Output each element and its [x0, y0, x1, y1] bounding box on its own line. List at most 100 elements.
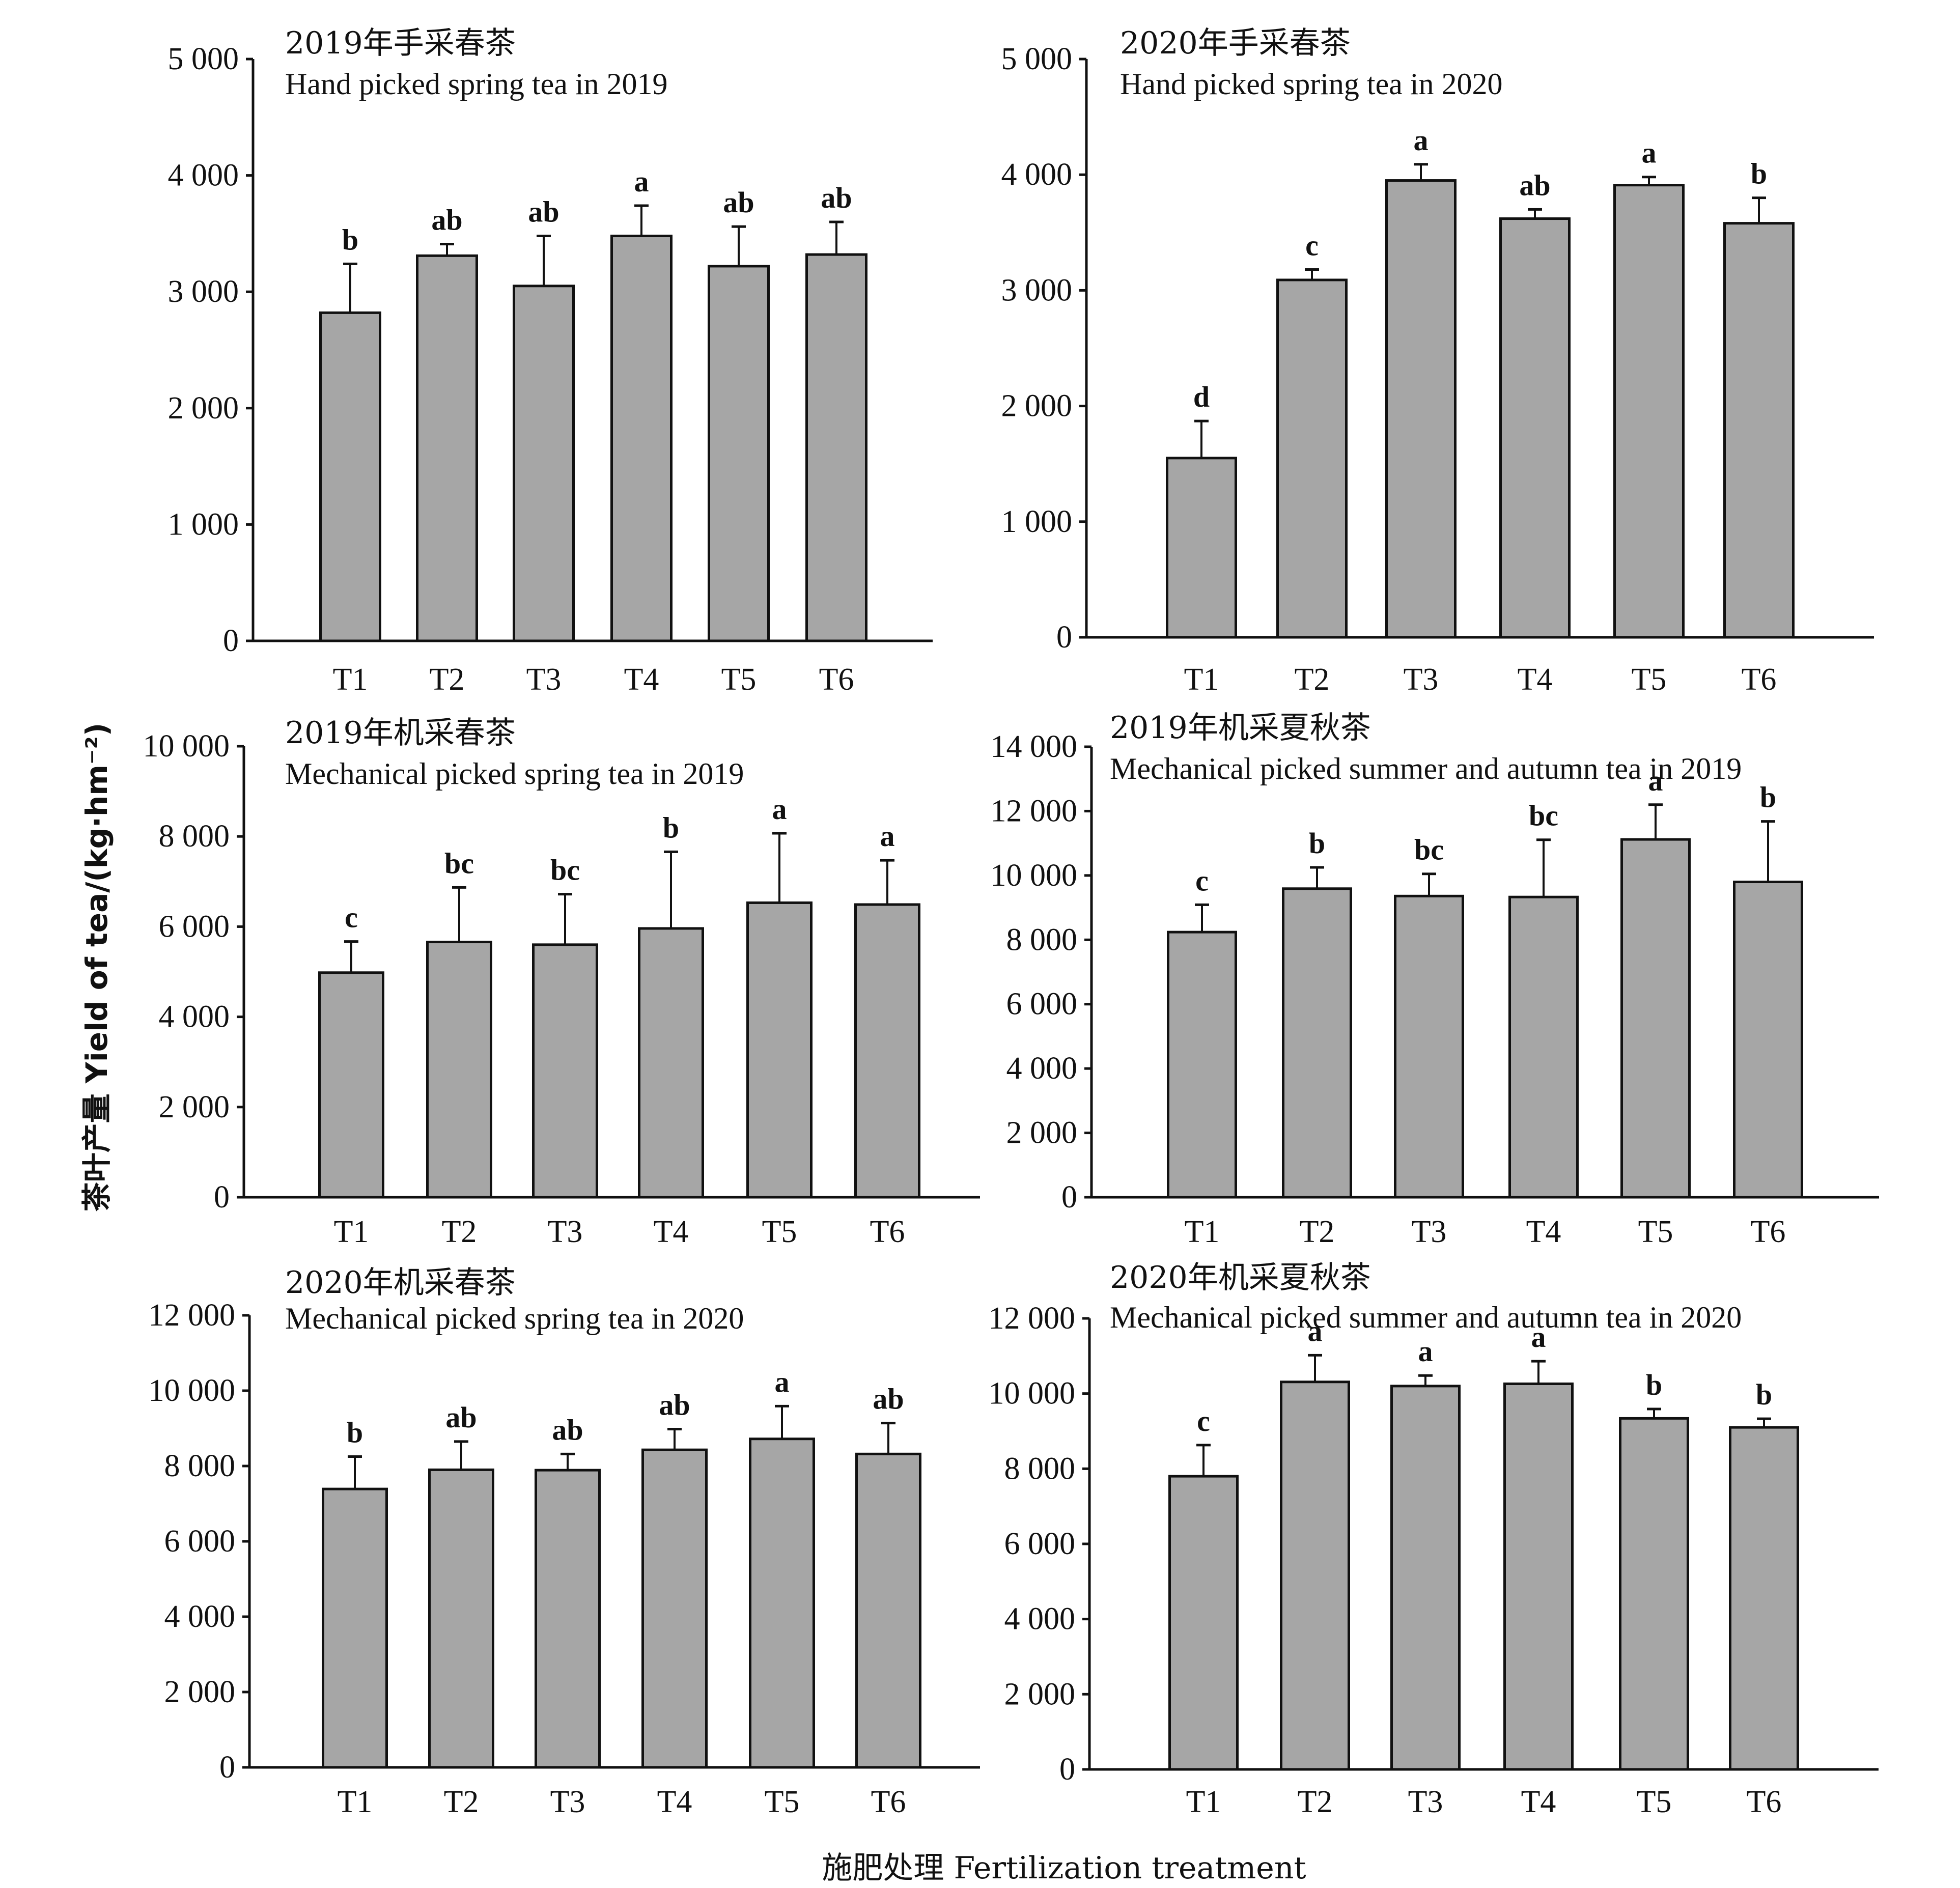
panel-title: Mechanical picked spring tea in 2020: [285, 1302, 744, 1335]
y-tick-label: 0: [214, 1180, 230, 1215]
x-tick-label: T5: [765, 1785, 800, 1819]
significance-label: a: [1642, 136, 1657, 170]
chart-panel-3: 2019年机采春茶 Mechanical picked spring tea in…: [143, 715, 980, 1249]
significance-label: d: [1193, 380, 1210, 413]
x-tick-label: T2: [1295, 662, 1330, 697]
significance-label: ab: [528, 195, 559, 228]
x-tick-label: T4: [657, 1785, 692, 1819]
y-tick-label: 1 000: [168, 507, 239, 542]
bar-T3: [1390, 1385, 1461, 1771]
x-tick-label: T3: [548, 1215, 583, 1249]
x-tick-label: T5: [762, 1215, 797, 1249]
y-tick-label: 6 000: [159, 909, 230, 944]
chart-panel-4: 2019年机采夏秋茶 Mechanical picked summer and a…: [991, 710, 1879, 1249]
y-axis-label: 茶叶产量 Yield of tea/(kg·hm⁻²): [79, 723, 114, 1212]
x-tick-label: T4: [1521, 1785, 1556, 1819]
bar-T5: [1620, 838, 1691, 1199]
significance-label: ab: [445, 1401, 477, 1434]
x-tick-label: T3: [1412, 1215, 1447, 1249]
significance-label: a: [1531, 1320, 1546, 1354]
panel-title: Hand picked spring tea in 2020: [1120, 67, 1503, 101]
x-tick-label: T5: [721, 662, 757, 697]
significance-label: ab: [431, 203, 462, 236]
x-tick-label: T1: [1185, 1215, 1220, 1249]
bar-T1: [319, 311, 381, 642]
x-tick-label: T6: [1751, 1215, 1786, 1249]
y-tick-label: 4 000: [164, 1599, 236, 1634]
x-tick-label: T5: [1637, 1785, 1672, 1819]
bar-T2: [428, 1468, 494, 1769]
significance-label: ab: [873, 1383, 904, 1416]
x-tick-label: T4: [1526, 1215, 1561, 1249]
x-tick-label: T2: [1298, 1785, 1333, 1819]
significance-label: b: [342, 223, 358, 256]
x-tick-label: T3: [526, 662, 562, 697]
x-tick-label: T2: [444, 1785, 479, 1819]
x-tick-label: T2: [430, 662, 465, 697]
y-tick-label: 8 000: [1004, 1451, 1076, 1486]
bar-T6: [805, 253, 867, 642]
chart-panel-6: 2020年机采夏秋茶 Mechanical picked summer and a…: [989, 1260, 1879, 1819]
x-tick-label: T4: [654, 1215, 689, 1249]
panel-title-cn: 2019年机采春茶: [285, 715, 516, 751]
significance-label: ab: [723, 186, 754, 219]
y-tick-label: 12 000: [991, 794, 1078, 828]
significance-label: b: [663, 811, 679, 844]
panel-title-cn: 2019年机采夏秋茶: [1110, 710, 1371, 746]
significance-label: b: [1760, 781, 1776, 814]
bar-T1: [322, 1487, 388, 1769]
bar-T5: [708, 265, 770, 642]
chart-panel-2: 2020年手采春茶 Hand picked spring tea in 2020 0…: [1001, 25, 1874, 697]
bar-T4: [1503, 1382, 1574, 1771]
y-tick-label: 4 000: [1001, 157, 1073, 192]
bar-T2: [416, 254, 478, 642]
significance-label: ab: [659, 1388, 690, 1421]
x-tick-label: T4: [1518, 662, 1553, 697]
y-tick-label: 2 000: [159, 1090, 230, 1124]
bar-T2: [1282, 887, 1352, 1199]
bar-T3: [532, 943, 598, 1199]
bar-T5: [746, 901, 813, 1199]
significance-label: bc: [1414, 833, 1444, 866]
bar-T6: [1733, 881, 1803, 1199]
bar-T3: [1394, 894, 1464, 1199]
x-tick-label: T3: [1408, 1785, 1443, 1819]
bar-T2: [1280, 1380, 1350, 1771]
significance-label: ab: [552, 1413, 583, 1446]
panel-title: Hand picked spring tea in 2019: [285, 67, 668, 101]
panel-title-cn: 2019年手采春茶: [285, 25, 516, 61]
bar-T2: [426, 941, 492, 1199]
x-tick-label: T6: [1747, 1785, 1782, 1819]
significance-label: c: [345, 901, 358, 934]
y-tick-label: 4 000: [168, 158, 239, 193]
panel-title-cn: 2020年手采春茶: [1120, 25, 1351, 61]
y-tick-label: 4 000: [159, 1000, 230, 1034]
x-axis-label: 施肥处理 Fertilization treatment: [822, 1850, 1306, 1886]
y-tick-label: 8 000: [159, 819, 230, 854]
panel-title-cn: 2020年机采夏秋茶: [1110, 1260, 1371, 1295]
significance-label: b: [1756, 1378, 1772, 1411]
significance-label: b: [347, 1416, 363, 1449]
x-tick-label: T1: [338, 1785, 373, 1819]
y-tick-label: 2 000: [1001, 389, 1073, 424]
y-tick-label: 10 000: [989, 1376, 1076, 1411]
y-tick-label: 0: [223, 624, 239, 658]
y-tick-label: 8 000: [164, 1449, 236, 1483]
y-tick-label: 8 000: [1006, 922, 1078, 957]
x-tick-label: T6: [1742, 662, 1777, 697]
x-tick-label: T6: [819, 662, 854, 697]
y-tick-label: 0: [1061, 1180, 1077, 1215]
significance-label: a: [1648, 764, 1663, 797]
x-tick-label: T2: [442, 1215, 477, 1249]
significance-label: b: [1646, 1368, 1662, 1401]
x-tick-label: T3: [1404, 662, 1439, 697]
bar-T3: [535, 1469, 601, 1769]
significance-label: a: [775, 1365, 790, 1398]
x-tick-label: T5: [1632, 662, 1667, 697]
significance-label: a: [634, 165, 649, 198]
bar-T4: [610, 234, 673, 642]
x-tick-label: T4: [624, 662, 659, 697]
significance-label: a: [772, 793, 787, 826]
significance-label: bc: [444, 847, 474, 880]
